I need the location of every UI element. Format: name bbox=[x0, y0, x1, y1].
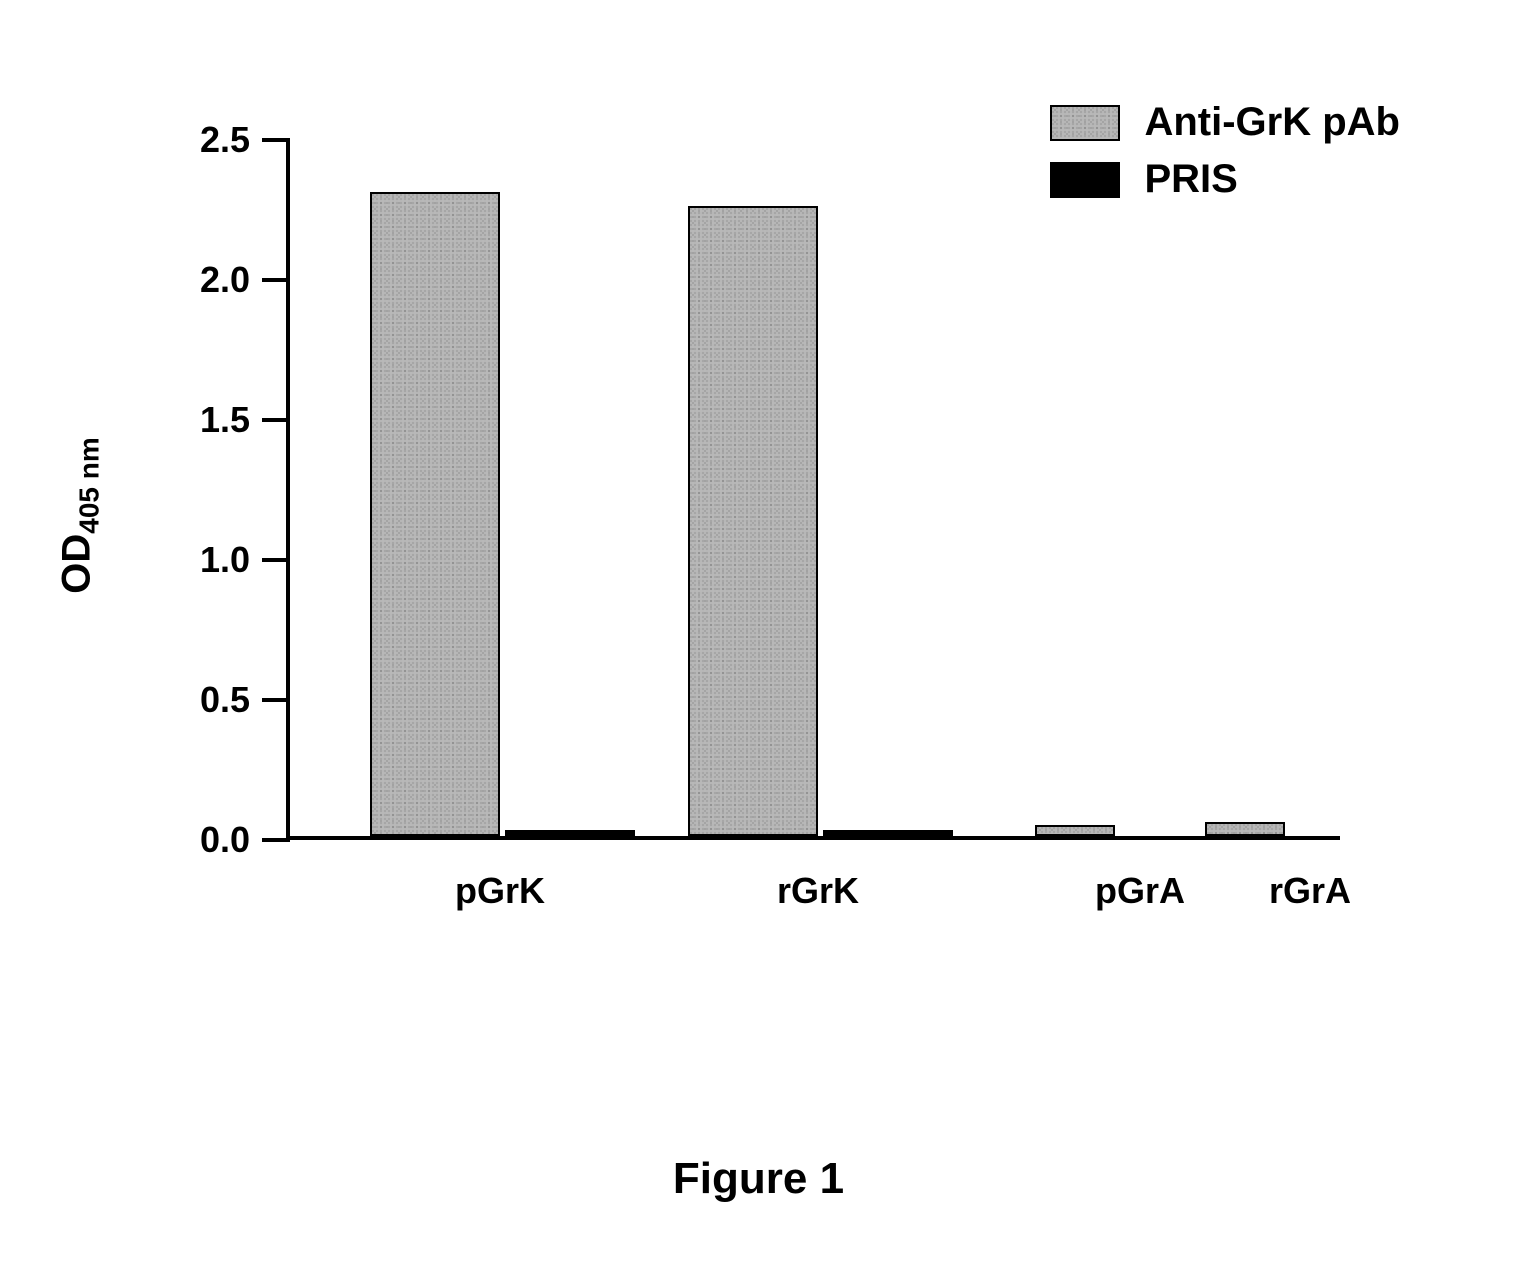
y-tick bbox=[262, 138, 290, 142]
legend-label-anti-grk-pab: Anti-GrK pAb bbox=[1144, 100, 1400, 145]
y-axis-title: OD405 nm bbox=[55, 437, 106, 594]
legend-swatch-textured bbox=[1050, 105, 1120, 141]
plot-area bbox=[290, 140, 1340, 840]
legend-item-anti-grk-pab: Anti-GrK pAb bbox=[1050, 100, 1400, 145]
y-tick bbox=[262, 838, 290, 842]
bar-pris bbox=[505, 830, 635, 836]
y-tick bbox=[262, 558, 290, 562]
y-tick bbox=[262, 278, 290, 282]
y-tick-label: 2.0 bbox=[170, 259, 250, 301]
y-tick-label: 0.0 bbox=[170, 819, 250, 861]
bar-pris bbox=[823, 830, 953, 836]
y-axis-title-main: OD bbox=[55, 534, 99, 594]
bar-anti_grk_pab bbox=[1035, 825, 1115, 836]
bar-anti_grk_pab bbox=[688, 206, 818, 836]
bar-anti_grk_pab bbox=[370, 192, 500, 836]
x-tick-label: rGrA bbox=[1269, 870, 1351, 912]
y-axis-title-sub: 405 nm bbox=[74, 437, 105, 534]
y-tick bbox=[262, 698, 290, 702]
chart-container: OD405 nm Anti-GrK pAb PRIS 0.00.51.01.52… bbox=[120, 100, 1400, 1000]
y-tick-label: 2.5 bbox=[170, 119, 250, 161]
bar-anti_grk_pab bbox=[1205, 822, 1285, 836]
y-tick bbox=[262, 418, 290, 422]
figure-caption: Figure 1 bbox=[673, 1154, 844, 1204]
y-tick-label: 0.5 bbox=[170, 679, 250, 721]
x-tick-label: rGrK bbox=[777, 870, 859, 912]
x-tick-label: pGrA bbox=[1095, 870, 1185, 912]
y-tick-label: 1.5 bbox=[170, 399, 250, 441]
y-tick-label: 1.0 bbox=[170, 539, 250, 581]
legend-swatch-solid bbox=[1050, 162, 1120, 198]
legend-item-pris: PRIS bbox=[1050, 157, 1400, 202]
legend: Anti-GrK pAb PRIS bbox=[1050, 100, 1400, 214]
legend-label-pris: PRIS bbox=[1144, 157, 1237, 202]
x-tick-label: pGrK bbox=[455, 870, 545, 912]
